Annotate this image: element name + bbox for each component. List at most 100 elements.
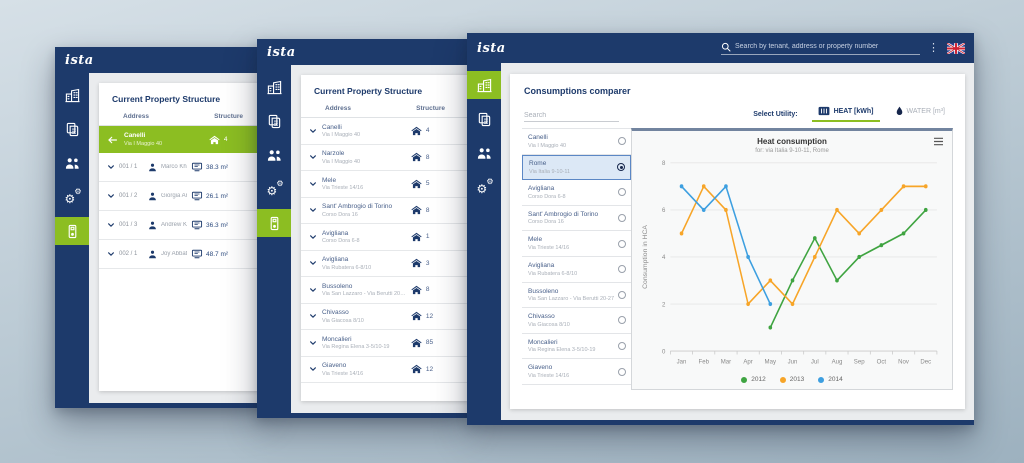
svg-text:Aug: Aug [832,358,843,365]
legend-item-2012[interactable]: 2012 [741,376,766,383]
utility-selector: Select Utility: HEAT [kWh] WATER [m³] [753,106,951,122]
property-row[interactable]: Canelli Via I Maggio 40 4 [301,118,469,145]
property-street: Via I Maggio 40 [322,132,361,138]
radio-button[interactable] [618,316,627,325]
radio-button[interactable] [618,342,627,351]
chevron-down-icon[interactable] [309,127,317,135]
structure-count-value: 3 [425,259,430,267]
radio-button[interactable] [618,239,627,248]
property-option-row[interactable]: Giaveno Via Trieste 14/16 [522,359,632,385]
property-option-row[interactable]: Canelli Via I Maggio 40 [522,129,632,155]
chevron-down-icon[interactable] [107,250,115,258]
sidebar-item-documents[interactable] [467,105,501,133]
chart-context-menu-icon[interactable] [933,137,944,146]
window-footer-bar [467,420,974,425]
legend-item-2013[interactable]: 2013 [779,376,804,383]
property-option-row[interactable]: Rome Via Italia 9-10-11 [522,154,632,181]
sidebar-item-settings[interactable]: ⚙ ⚙ [257,175,291,203]
property-row[interactable]: Mele Via Trieste 14/16 5 [301,171,469,198]
sidebar-item-documents[interactable] [55,115,89,143]
heat-consumption-chart: 0 2 4 6 8 Jan Feb Mar Apr May Jun Jul Aug Sep Oct Nov De… [640,156,944,375]
tenant-row[interactable]: 001 / 2 Giorgia Armani 26.1 m² [99,182,267,211]
property-option-row[interactable]: Sant' Ambrogio di Torino Corso Dora 16 [522,206,632,232]
tenant-name: Marco Khan [161,164,187,170]
radio-button[interactable] [618,137,627,146]
structure-count: 12 [411,364,461,374]
property-option-row[interactable]: Chivasso Via Giacosa 8/10 [522,308,632,334]
area-value: 48.7 m² [206,250,229,258]
chevron-down-icon[interactable] [309,206,317,214]
selected-property-row[interactable]: Canelli Via I Maggio 40 4 [99,126,267,153]
property-row[interactable]: Avigliana Via Rubatera 6-8/10 3 [301,251,469,277]
sidebar-item-properties[interactable] [257,73,291,101]
chevron-down-icon[interactable] [309,180,317,188]
property-option-row[interactable]: Moncalieri Via Regina Elena 3-5/10-19 [522,334,632,360]
property-address: Rome Via Italia 9-10-11 [529,160,613,175]
global-search-input[interactable] [735,43,920,50]
property-option-row[interactable]: Bussoleno Via San Lazzaro - Via Berutti 2… [522,283,632,309]
chevron-down-icon[interactable] [309,312,317,320]
utility-tab-heat[interactable]: HEAT [kWh] [811,106,880,122]
person-icon [148,250,157,259]
property-street: Corso Dora 16 [322,211,358,218]
radio-button[interactable] [618,367,627,376]
chevron-down-icon[interactable] [309,339,317,347]
chevron-down-icon[interactable] [309,286,317,294]
list-search-input[interactable] [524,112,619,122]
property-row[interactable]: Sant' Ambrogio di Torino Corso Dora 16 8 [301,198,469,224]
sidebar-item-devices[interactable] [55,217,89,245]
property-option-row[interactable]: Avigliana Via Rubatera 6-8/10 [522,257,632,283]
property-option-row[interactable]: Avigliana Corso Dora 6-8 [522,180,632,206]
sidebar-item-properties[interactable] [467,71,501,99]
property-city: Avigliana [528,262,555,270]
sidebar-item-tenants[interactable] [257,141,291,169]
property-row[interactable]: Bussoleno Via San Lazzaro - Via Berutti 2… [301,277,469,304]
sidebar-item-documents[interactable] [257,107,291,135]
tenant-row[interactable]: 002 / 1 Joy Abbate 48.7 m² [99,240,267,269]
utility-tab-water[interactable]: WATER [m³] [890,106,952,122]
kebab-menu-icon[interactable]: ⋮ [928,41,939,54]
tenant-area: 48.7 m² [191,249,253,259]
sidebar-item-settings[interactable]: ⚙ ⚙ [55,183,89,211]
chevron-down-icon[interactable] [309,153,317,161]
sidebar-item-settings[interactable]: ⚙ ⚙ [467,173,501,201]
chevron-down-icon[interactable] [309,259,317,267]
radio-button[interactable] [618,188,627,197]
structure-count: 3 [411,258,461,268]
chevron-down-icon[interactable] [309,365,317,373]
back-arrow-icon[interactable] [107,135,118,145]
radio-button[interactable] [617,163,626,172]
radio-button[interactable] [618,214,627,223]
legend-label: 2012 [751,376,766,383]
chevron-down-icon[interactable] [107,192,115,200]
tenant-row[interactable]: 001 / 3 Andrew Kowalsky 36.3 m² [99,211,267,240]
property-radio-list: Canelli Via I Maggio 40 Rome Via Italia 9-1… [522,128,632,390]
sidebar-item-tenants[interactable] [55,149,89,177]
chevron-down-icon[interactable] [107,221,115,229]
house-icon [209,135,220,145]
legend-item-2014[interactable]: 2014 [818,376,843,383]
property-row[interactable]: Chivasso Via Giacosa 8/10 12 [301,304,469,330]
language-flag-icon[interactable] [947,42,965,54]
sidebar-item-devices[interactable] [257,209,291,237]
radio-button[interactable] [618,265,627,274]
property-row[interactable]: Giaveno Via Trieste 14/16 12 [301,357,469,383]
sidebar-item-tenants[interactable] [467,139,501,167]
chevron-down-icon[interactable] [309,233,317,241]
meter-icon [191,249,203,259]
property-city: Sant' Ambrogio di Torino [322,203,393,210]
property-street: Via San Lazzaro - Via Berutti 20-27 [528,296,615,303]
documents-icon [267,114,282,129]
property-row[interactable]: Moncalieri Via Regina Elena 3-5/10-19 85 [301,330,469,357]
property-city: Moncalieri [528,338,558,346]
structure-count-value: 8 [425,206,430,214]
tenant-row[interactable]: 001 / 1 Marco Khan 38.3 m² [99,153,267,182]
chart-legend: 2012 2013 2014 [640,375,944,387]
property-row[interactable]: Narzole Via I Maggio 40 8 [301,145,469,171]
chevron-down-icon[interactable] [107,163,115,171]
svg-text:Oct: Oct [877,358,887,365]
property-option-row[interactable]: Mele Via Trieste 14/16 [522,231,632,257]
property-row[interactable]: Avigliana Corso Dora 6-8 1 [301,224,469,251]
sidebar-item-properties[interactable] [55,81,89,109]
radio-button[interactable] [618,290,627,299]
